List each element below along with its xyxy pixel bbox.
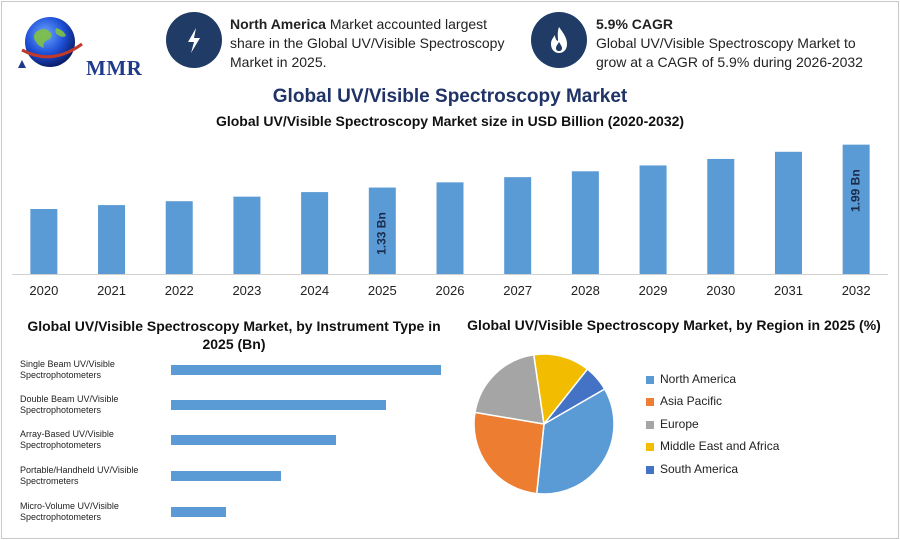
bar-data-label: 1.33 Bn bbox=[374, 212, 388, 255]
x-tick-label: 2027 bbox=[503, 283, 532, 298]
bar-2028 bbox=[571, 171, 599, 274]
legend-swatch bbox=[646, 466, 654, 474]
instrument-label: Portable/Handheld UV/Visible Spectromete… bbox=[20, 465, 139, 486]
instrument-label: Double Beam UV/Visible Spectrophotometer… bbox=[20, 394, 119, 415]
x-tick-label: 2032 bbox=[842, 283, 871, 298]
instrument-bar bbox=[171, 435, 336, 445]
legend-swatch bbox=[646, 376, 654, 384]
legend-label: Middle East and Africa bbox=[660, 439, 780, 453]
main-title: Global UV/Visible Spectroscopy Market bbox=[272, 86, 628, 107]
pie-slice-north-america bbox=[535, 387, 615, 495]
bar-2023 bbox=[233, 196, 261, 274]
flame-icon bbox=[531, 12, 587, 68]
info-cagr-bold: 5.9% CAGR bbox=[596, 16, 674, 32]
bar-2024 bbox=[301, 192, 329, 274]
pie-slice-south-america bbox=[543, 368, 606, 425]
x-tick-label: 2025 bbox=[368, 283, 397, 298]
legend-swatch bbox=[646, 421, 654, 429]
x-tick-label: 2030 bbox=[706, 283, 735, 298]
bar-2030 bbox=[707, 158, 735, 274]
instrument-bar bbox=[171, 471, 281, 481]
pie-slice-middle-east-and-africa bbox=[532, 353, 589, 426]
info-north-america-text: Market accounted largest share in the Gl… bbox=[230, 16, 505, 70]
info-north-america: North America Market accounted largest s… bbox=[230, 15, 515, 72]
legend-label: South America bbox=[660, 462, 739, 476]
bar-2031 bbox=[774, 151, 802, 274]
instrument-bar bbox=[171, 365, 441, 375]
info-north-america-bold: North America bbox=[230, 16, 326, 32]
bar-chart-title: Global UV/Visible Spectroscopy Market si… bbox=[215, 113, 685, 129]
x-tick-label: 2028 bbox=[571, 283, 600, 298]
pie-slice-asia-pacific bbox=[473, 411, 545, 495]
x-tick-label: 2026 bbox=[436, 283, 465, 298]
instrument-bar bbox=[171, 400, 386, 410]
instrument-chart-title: Global UV/Visible Spectroscopy Market, b… bbox=[27, 318, 441, 352]
legend-swatch bbox=[646, 443, 654, 451]
x-tick-label: 2031 bbox=[774, 283, 803, 298]
instrument-label: Single Beam UV/Visible Spectrophotometer… bbox=[20, 359, 115, 380]
logo-text: MMR bbox=[86, 56, 143, 80]
bar-2027 bbox=[504, 177, 532, 274]
region-pie-chart bbox=[473, 353, 615, 495]
instrument-bar bbox=[171, 507, 226, 517]
info-cagr: 5.9% CAGR Global UV/Visible Spectroscopy… bbox=[596, 15, 888, 72]
x-tick-label: 2022 bbox=[165, 283, 194, 298]
lightning-icon bbox=[166, 12, 222, 68]
bar-2025 bbox=[368, 187, 396, 274]
region-chart-title: Global UV/Visible Spectroscopy Market, b… bbox=[467, 317, 881, 333]
legend-label: Europe bbox=[660, 417, 699, 431]
bar-2021 bbox=[98, 205, 126, 274]
bar-2026 bbox=[436, 182, 464, 274]
globe-icon bbox=[18, 17, 83, 68]
mmr-logo: MMR bbox=[14, 10, 144, 80]
x-tick-label: 2023 bbox=[232, 283, 261, 298]
legend-label: Asia Pacific bbox=[660, 394, 723, 408]
bar-2022 bbox=[165, 201, 193, 274]
bar-data-label: 1.99 Bn bbox=[848, 169, 862, 212]
bar-2029 bbox=[639, 165, 667, 274]
info-cagr-text: Global UV/Visible Spectroscopy Market to… bbox=[596, 35, 863, 70]
bar-2032 bbox=[842, 144, 870, 274]
pie-slice-europe bbox=[474, 353, 545, 425]
x-tick-label: 2020 bbox=[29, 283, 58, 298]
instrument-label: Micro-Volume UV/Visible Spectrophotomete… bbox=[20, 501, 119, 522]
instrument-label: Array-Based UV/Visible Spectrophotometer… bbox=[20, 429, 114, 450]
market-size-bar-chart: 2020 2021 2022 2023 2024 2025 2026 2027 2028 2029… bbox=[12, 144, 888, 298]
bar-2020 bbox=[30, 209, 58, 274]
x-tick-label: 2029 bbox=[639, 283, 668, 298]
x-tick-label: 2021 bbox=[97, 283, 126, 298]
x-tick-label: 2024 bbox=[300, 283, 329, 298]
legend-swatch bbox=[646, 398, 654, 406]
legend-label: North America bbox=[660, 372, 737, 386]
